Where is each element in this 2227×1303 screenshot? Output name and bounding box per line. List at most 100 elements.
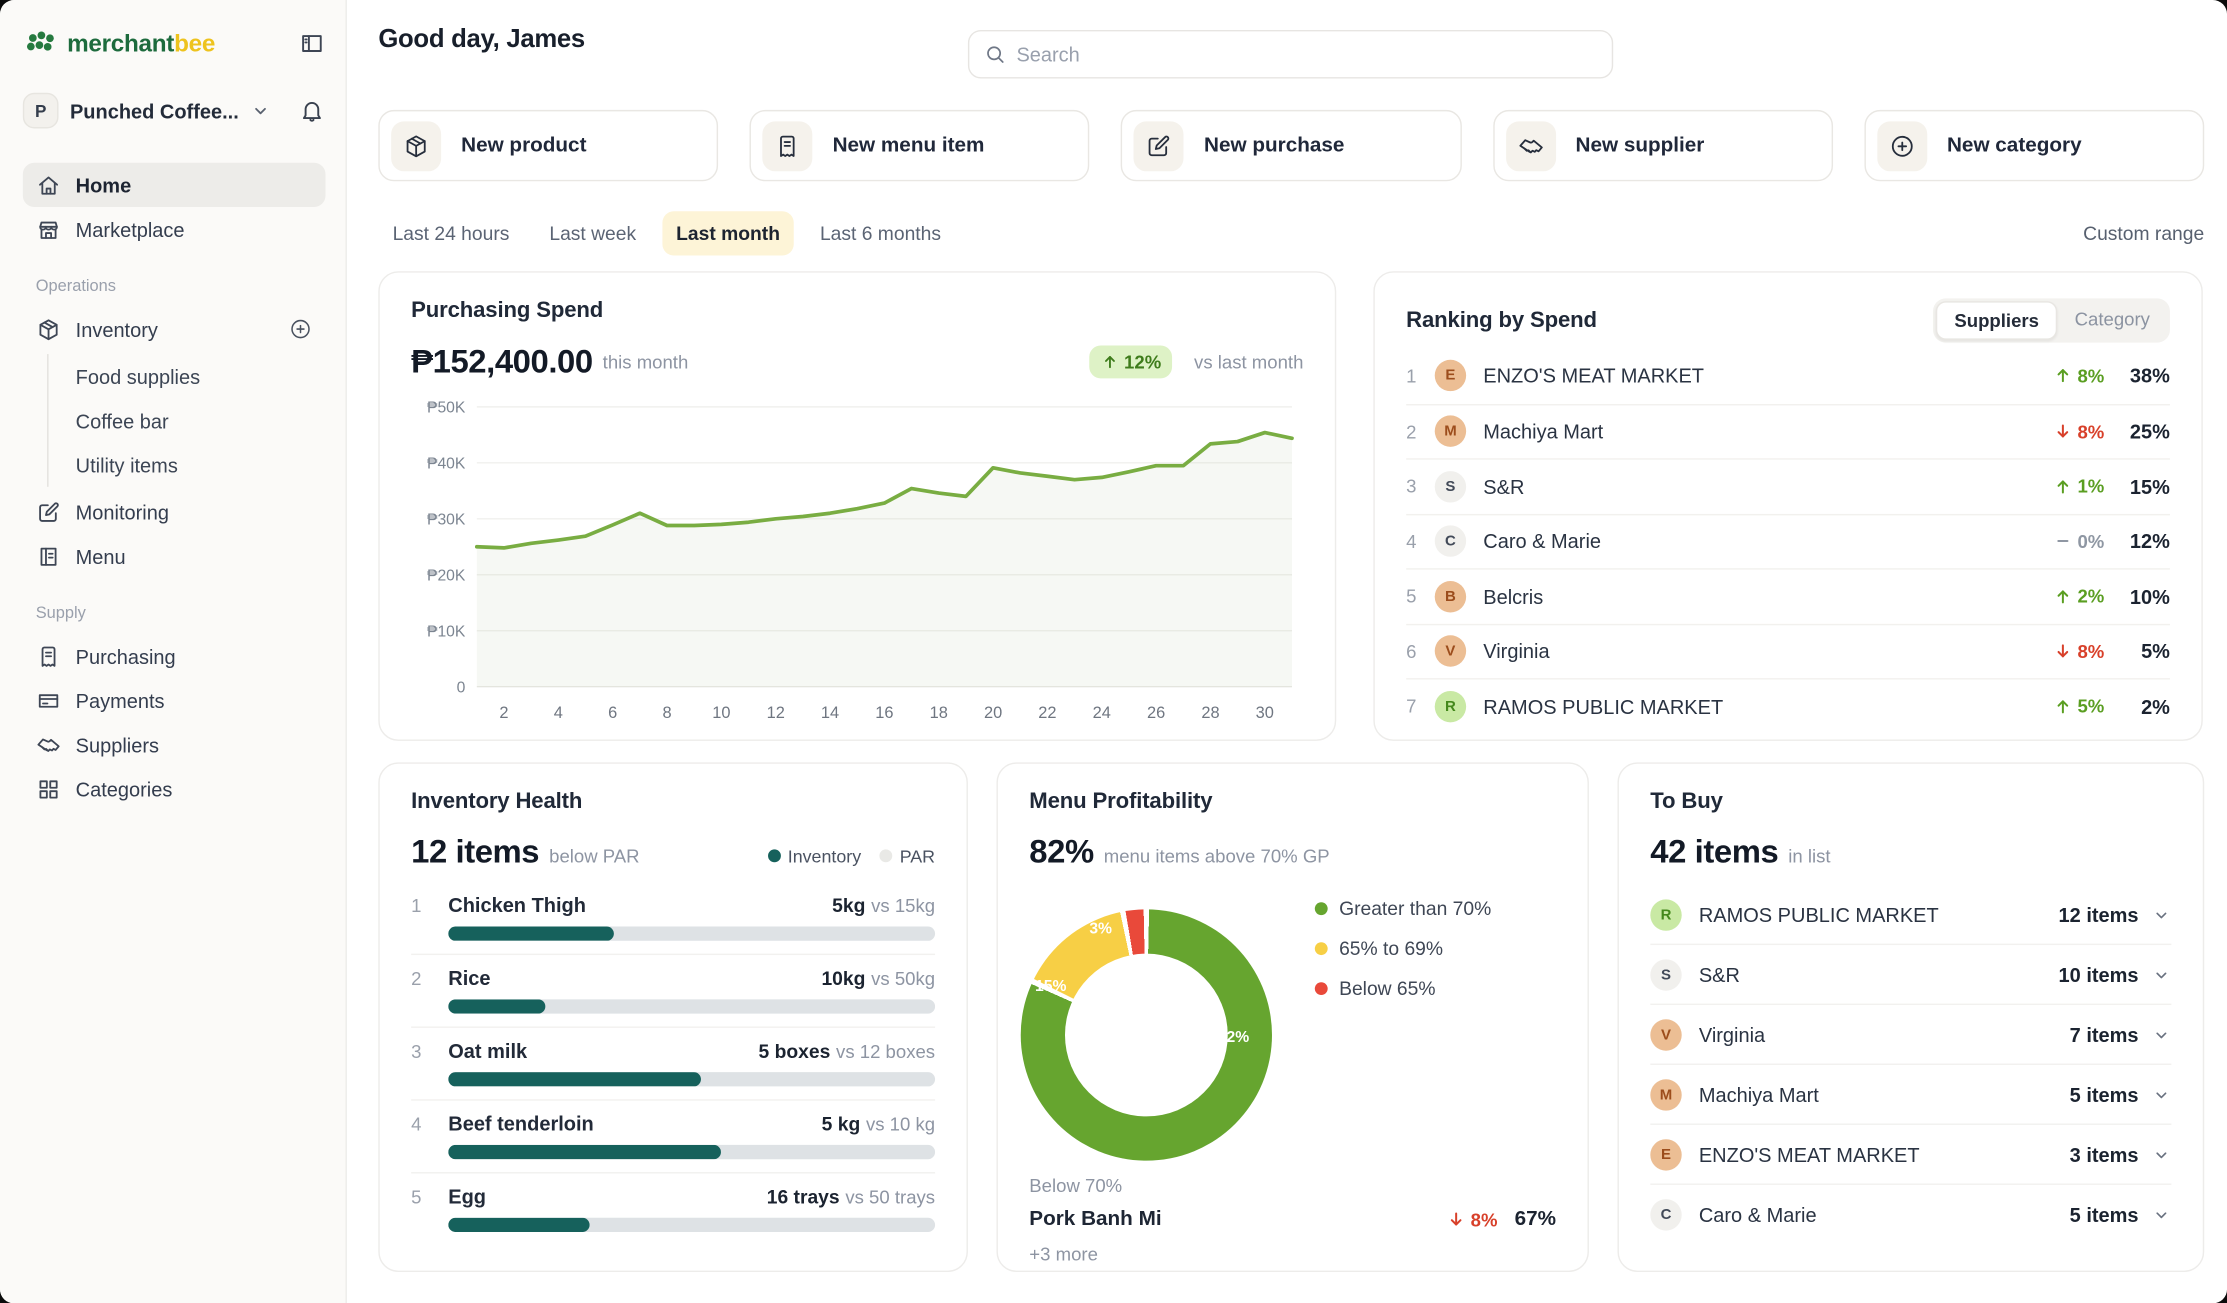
sidebar-item-payments[interactable]: Payments (23, 678, 326, 722)
sidebar-item-home[interactable]: Home (22, 162, 326, 208)
sidebar-subitem-coffee-bar[interactable]: Coffee bar (75, 409, 169, 432)
greeting: Good day, James (378, 24, 585, 53)
custom-range-link[interactable]: Custom range (2083, 222, 2205, 245)
ranking-row[interactable]: 5 B Belcris 2% 10% (1406, 568, 2170, 623)
avatar: V (1434, 635, 1467, 668)
ranking-row[interactable]: 2 M Machiya Mart 8% 25% (1406, 403, 2170, 458)
svg-text:₱40K: ₱40K (427, 456, 466, 473)
to-buy-count: 42 items (1650, 832, 1779, 870)
to-buy-row[interactable]: E ENZO'S MEAT MARKET 3 items (1650, 1125, 2172, 1185)
sidebar-item-menu[interactable]: Menu (23, 534, 326, 578)
avatar: S (1434, 470, 1467, 503)
workspace-avatar: P (22, 92, 59, 129)
quick-action-new-category[interactable]: New category (1864, 109, 2205, 182)
chevron-down-icon[interactable] (2151, 904, 2171, 924)
search-input[interactable] (1016, 42, 1598, 66)
inventory-item: 3 Oat milk 5 boxes vs 12 boxes (411, 1028, 936, 1101)
to-buy-row[interactable]: S S&R 10 items (1650, 945, 2172, 1006)
quick-action-new-purchase[interactable]: New purchase (1121, 109, 1462, 182)
ranking-tab-category[interactable]: Category (2074, 308, 2150, 330)
menu-doc-icon (36, 543, 62, 569)
workspace-switcher[interactable]: P Punched Coffee... (22, 92, 326, 129)
purchasing-spend-card: Purchasing Spend ₱152,400.00 this month … (378, 271, 1337, 741)
main-content: Good day, James New product New menu item… (347, 0, 2227, 1303)
item-number: 4 (411, 1113, 422, 1135)
time-filter-last-6-months[interactable]: Last 6 months (819, 222, 942, 245)
sidebar-item-inventory[interactable]: Inventory (23, 307, 326, 351)
chevron-down-icon[interactable] (2151, 1084, 2171, 1104)
time-filter-last-week[interactable]: Last week (549, 222, 637, 245)
quick-action-new-menu-item[interactable]: New menu item (749, 109, 1090, 182)
change-up: 5% (2030, 696, 2104, 717)
to-buy-row[interactable]: R RAMOS PUBLIC MARKET 12 items (1650, 885, 2172, 946)
ranking-row[interactable]: 3 S S&R 1% 15% (1406, 458, 2170, 513)
item-number: 5 (411, 1186, 422, 1208)
change-down: 8% (2030, 421, 2104, 442)
svg-text:₱10K: ₱10K (427, 623, 466, 640)
spend-share: 12% (2129, 529, 2170, 553)
quick-action-new-supplier[interactable]: New supplier (1492, 109, 1833, 182)
show-more-link[interactable]: +3 more (1029, 1243, 1098, 1265)
to-buy-row[interactable]: M Machiya Mart 5 items (1650, 1065, 2172, 1125)
search-icon (984, 43, 1007, 66)
chevron-down-icon[interactable] (2151, 964, 2171, 984)
chevron-down-icon[interactable] (2151, 1205, 2171, 1225)
sidebar-item-suppliers[interactable]: Suppliers (23, 722, 326, 766)
stock-bar-fill (448, 926, 614, 941)
to-buy-row[interactable]: C Caro & Marie 5 items (1650, 1185, 2171, 1245)
svg-text:28: 28 (1201, 704, 1219, 722)
inventory-legend: Inventory PAR (767, 846, 935, 866)
item-stock-value: 10kg (821, 967, 866, 990)
chevron-down-icon[interactable] (2151, 1024, 2171, 1044)
legend-item: PAR (879, 846, 935, 866)
legend-item: Greater than 70% (1314, 898, 1491, 919)
ranking-row[interactable]: 4 C Caro & Marie 0% 12% (1406, 513, 2170, 568)
receipt-icon (762, 120, 813, 171)
svg-text:2: 2 (499, 704, 508, 722)
inventory-item-header: 2 Rice 10kg vs 50kg (411, 966, 935, 989)
svg-text:22: 22 (1038, 704, 1056, 722)
arrow-up-icon (2053, 696, 2073, 716)
brand-logo: merchantbee (23, 26, 215, 62)
quick-action-new-product[interactable]: New product (378, 109, 719, 182)
stock-bar-fill (448, 1217, 590, 1233)
to-buy-row[interactable]: V Virginia 7 items (1650, 1005, 2172, 1065)
profitability-pct: 82% (1029, 832, 1094, 870)
donut-slice-label: 3% (1089, 920, 1113, 938)
item-name: Egg (448, 1184, 487, 1208)
time-filter-last-24-hours[interactable]: Last 24 hours (392, 222, 510, 245)
svg-text:20: 20 (984, 704, 1002, 722)
supplier-name: Caro & Marie (1483, 529, 1602, 553)
avatar: R (1434, 690, 1467, 723)
spend-share: 25% (2129, 420, 2170, 443)
sidebar-item-categories[interactable]: Categories (23, 767, 326, 811)
ranking-row[interactable]: 6 V Virginia 8% 5% (1406, 623, 2170, 678)
svg-text:8: 8 (662, 704, 671, 722)
chevron-down-icon[interactable] (250, 100, 271, 121)
time-filter-last-month[interactable]: Last month (661, 211, 795, 256)
ranking-row[interactable]: 1 E ENZO'S MEAT MARKET 8% 38% (1406, 348, 2170, 403)
sidebar-item-monitoring[interactable]: Monitoring (23, 490, 326, 534)
spend-line-chart: ₱50K ₱40K ₱30K ₱20K ₱10K 0 2 4 6 8 10 12 14 16 18 20 22 2… (411, 395, 1303, 726)
sidebar-subitem-food-supplies[interactable]: Food supplies (75, 364, 201, 388)
notifications-bell-icon[interactable] (298, 97, 325, 124)
plus-circle-icon[interactable] (288, 317, 312, 341)
search-bar[interactable] (967, 29, 1614, 79)
grid-icon (36, 776, 62, 802)
ranking-tab-suppliers[interactable]: Suppliers (1935, 301, 2058, 340)
ranking-row[interactable]: 7 R RAMOS PUBLIC MARKET 5% 2% (1406, 678, 2170, 733)
spend-share: 38% (2129, 364, 2170, 388)
collapse-sidebar-icon[interactable] (298, 30, 325, 57)
page-header: Good day, James (378, 0, 2204, 79)
sidebar-subitem-utility-items[interactable]: Utility items (75, 453, 178, 477)
inventory-item: 5 Egg 16 trays vs 50 trays (411, 1173, 936, 1244)
sidebar-item-purchasing[interactable]: Purchasing (23, 634, 326, 678)
below-70-item: Pork Banh Mi 8% 67% (1029, 1207, 1557, 1231)
chevron-down-icon[interactable] (2151, 1144, 2171, 1164)
change-value: 8% (2077, 420, 2105, 443)
card-title: Inventory Health (411, 789, 583, 814)
arrow-up-icon (1101, 353, 1120, 372)
sidebar-item-label: Payments (75, 688, 165, 712)
sidebar-item-marketplace[interactable]: Marketplace (23, 207, 326, 251)
svg-text:24: 24 (1093, 704, 1111, 722)
